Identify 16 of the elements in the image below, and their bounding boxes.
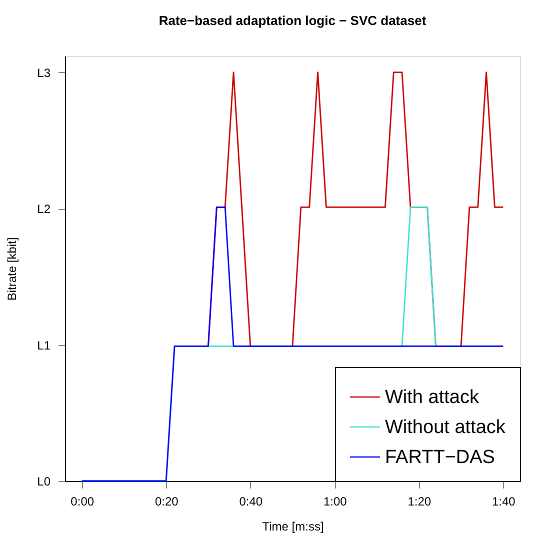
x-tick-label: 0:00	[70, 494, 94, 508]
x-axis-title: Time [m:ss]	[262, 520, 324, 534]
x-tick-label: 1:00	[323, 494, 348, 508]
text: L2	[37, 202, 51, 216]
text: L1	[37, 338, 51, 352]
legend-label: FARTT−DAS	[385, 447, 495, 468]
text: L0	[37, 474, 51, 488]
y-axis-title: Bitrate [kbit]	[5, 237, 20, 301]
x-tick-label: 1:20	[408, 494, 432, 508]
x-tick-label: 0:20	[154, 494, 179, 508]
chart-title: Rate−based adaptation logic − SVC dataset	[158, 13, 427, 28]
x-tick-label: 0:40	[239, 494, 263, 508]
text: L3	[37, 66, 51, 80]
legend-label: Without attack	[385, 417, 506, 438]
x-tick-label: 1:40	[492, 494, 516, 508]
legend-label: With attack	[385, 387, 480, 408]
